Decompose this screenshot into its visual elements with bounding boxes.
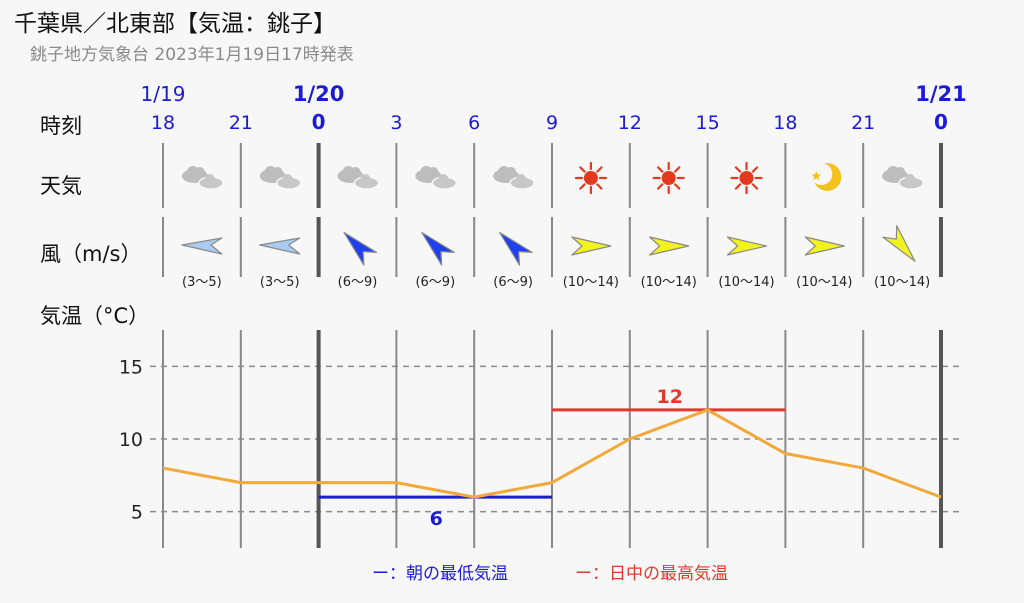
wind-speed-label: (3〜5) [182,275,222,290]
wind-speed-label: (10〜14) [718,275,774,290]
cloudy-icon [259,166,302,190]
hour-label: 15 [696,112,720,134]
wind-arrow-shape [726,236,768,256]
sun-ray [734,166,742,173]
sun-disc [739,171,754,185]
cloud-shape [350,167,361,177]
wind-arrow-shape [882,225,916,262]
hour-label: 0 [934,110,948,134]
sun-ray [656,166,664,173]
wind-speed-label: (10〜14) [563,275,619,290]
date-label: 1/20 [293,82,345,106]
sun-ray [656,183,664,190]
hour-label: 0 [312,110,326,134]
hour-label: 21 [851,112,875,134]
cloud-shape [506,167,517,177]
wind-speed-label: (3〜5) [260,275,300,290]
cloudy-icon [181,166,224,190]
cloud-shape [438,174,449,184]
max-temp-label: 12 [656,386,682,408]
weather-row-label: 天気 [40,174,82,198]
wind-arrow-icon [181,237,223,255]
date-label: 1/21 [915,82,967,106]
cloud-shape [272,167,283,177]
cloud-shape [516,174,527,184]
wind-arrow-shape [259,237,301,255]
wind-arrow-icon [499,231,533,266]
wind-speed-label: (10〜14) [874,275,930,290]
wind-arrow-shape [181,237,223,255]
legend-max-temp: ー：日中の最高気温 [575,564,728,584]
hour-label: 9 [546,112,558,134]
wind-arrow-shape [571,236,612,256]
cloud-shape [360,174,371,184]
sunny-icon [652,161,685,195]
cloudy-icon [493,166,535,190]
wind-arrow-icon [726,236,768,256]
hour-label: 18 [151,112,175,134]
wind-arrow-shape [499,231,533,266]
wind-speed-label: (10〜14) [796,275,852,290]
sun-disc [583,171,598,185]
wind-speed-label: (6〜9) [415,275,455,290]
sunny-icon [730,161,763,195]
wind-arrow-shape [421,231,455,266]
cloud-shape [282,174,293,184]
sun-ray [596,166,603,173]
hour-label: 3 [390,112,402,134]
cloud-shape [194,167,205,177]
cloud-shape [895,167,906,177]
y-tick-label: 10 [119,429,143,451]
wind-arrow-icon [343,231,378,266]
issued-subtitle: 銚子地方気象台 2023年1月19日17時発表 [30,45,354,65]
temp-row-label: 気温（°C） [40,304,150,328]
sun-ray [673,166,681,173]
wind-arrow-shape [343,231,378,266]
legend-min-temp: ー：朝の最低気温 [372,564,508,584]
wind-arrow-icon [804,236,845,256]
star-shape [811,171,822,180]
wind-speed-label: (6〜9) [493,275,533,290]
sun-ray [596,183,603,190]
y-tick-label: 5 [131,502,143,524]
cloud-shape [204,174,215,184]
y-tick-label: 15 [119,356,143,378]
sun-ray [751,166,759,173]
sun-ray [734,183,742,190]
sunny-icon [574,161,608,195]
sun-ray [579,183,586,190]
cloudy-icon [415,166,458,190]
wind-arrow-shape [804,236,845,256]
cloudy-icon [337,166,380,190]
cloud-shape [905,174,916,184]
wind-arrow-icon [649,236,690,256]
hour-label: 21 [229,112,253,134]
cloud-shape [428,167,439,177]
min-temp-label: 6 [430,508,443,530]
sun-ray [673,183,681,190]
wind-arrow-icon [882,225,916,262]
wind-row-label: 風（m/s） [40,242,142,266]
wind-arrow-icon [571,236,612,256]
hour-label: 12 [618,112,642,134]
time-row-label: 時刻 [40,114,82,138]
page-title: 千葉県／北東部【気温：銚子】 [14,11,336,37]
wind-speed-label: (10〜14) [641,275,697,290]
hour-label: 6 [468,112,480,134]
clear-night-icon [810,163,842,191]
sun-ray [751,183,759,190]
wind-speed-label: (6〜9) [338,275,378,290]
hour-label: 18 [773,112,797,134]
wind-arrow-icon [259,237,301,255]
date-label: 1/19 [141,82,186,106]
sun-disc [661,171,676,185]
sun-ray [579,166,586,173]
moon-cutout [810,163,833,185]
wind-arrow-shape [649,236,690,256]
cloudy-icon [882,166,924,190]
wind-arrow-icon [421,231,455,266]
